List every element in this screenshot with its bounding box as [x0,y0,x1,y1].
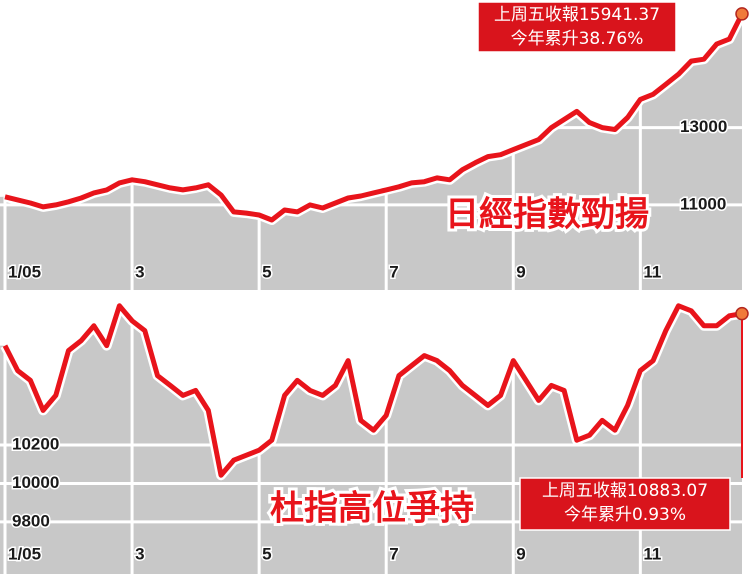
x-tick-label: 9 [516,262,525,281]
x-tick-label: 11 [643,544,661,563]
x-tick-label: 11 [643,262,661,281]
x-tick-label: 3 [135,544,144,563]
area [0,13,742,291]
chart-title: 杜指高位爭持 [270,489,474,529]
y-tick-label: 10000 [12,473,59,492]
line [2,303,743,478]
x-tick-label: 7 [389,544,398,563]
x-tick-label: 1/05 [8,262,41,281]
annotation: 上周五收報15941.37 [494,5,660,25]
end-dot [735,7,749,21]
line [4,12,745,223]
x-tick-label: 9 [516,544,525,563]
annotation: 今年累升0.93% [564,505,686,525]
y-tick-label: 10200 [12,434,59,453]
annotation: 今年累升38.76% [511,29,644,49]
y-tick-label: 11000 [680,194,726,213]
annotation-box [519,477,731,531]
y-tick-label: 9800 [12,511,50,530]
x-tick-label: 5 [262,544,271,563]
annotation-box [477,1,677,53]
x-tick-label: 7 [389,262,398,281]
end-dot [735,306,749,321]
x-tick-label: 3 [135,262,144,281]
x-tick-label: 5 [262,262,271,281]
chart-title: 日經指數勁揚 [445,195,649,235]
y-tick-label: 13000 [680,117,727,136]
x-tick-label: 1/05 [8,544,41,563]
annotation: 上周五收報10883.07 [542,481,708,501]
